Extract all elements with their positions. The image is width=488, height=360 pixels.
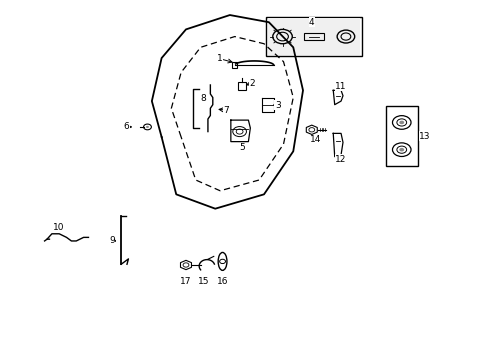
Text: 2: 2 bbox=[248, 79, 254, 88]
Text: 7: 7 bbox=[223, 105, 228, 114]
Bar bbox=[304, 33, 324, 40]
Text: 9: 9 bbox=[109, 237, 115, 246]
Text: 15: 15 bbox=[197, 276, 209, 285]
Text: 4: 4 bbox=[308, 18, 314, 27]
Text: 8: 8 bbox=[200, 94, 205, 103]
Text: 11: 11 bbox=[335, 82, 346, 91]
Bar bbox=[385, 107, 417, 166]
Bar bbox=[266, 17, 361, 56]
Text: 3: 3 bbox=[274, 101, 280, 110]
Text: 16: 16 bbox=[217, 276, 228, 285]
Bar bbox=[267, 18, 359, 55]
Circle shape bbox=[399, 148, 404, 152]
Text: 10: 10 bbox=[52, 223, 64, 232]
Bar bbox=[238, 82, 245, 90]
Text: 1: 1 bbox=[217, 54, 223, 63]
Text: 17: 17 bbox=[180, 276, 191, 285]
Text: 13: 13 bbox=[418, 132, 430, 141]
Circle shape bbox=[399, 121, 404, 124]
Circle shape bbox=[146, 126, 149, 128]
Text: 5: 5 bbox=[239, 143, 244, 152]
Text: 14: 14 bbox=[309, 135, 320, 144]
Text: 6: 6 bbox=[123, 122, 129, 131]
Text: 12: 12 bbox=[335, 155, 346, 164]
Bar bbox=[231, 62, 236, 68]
